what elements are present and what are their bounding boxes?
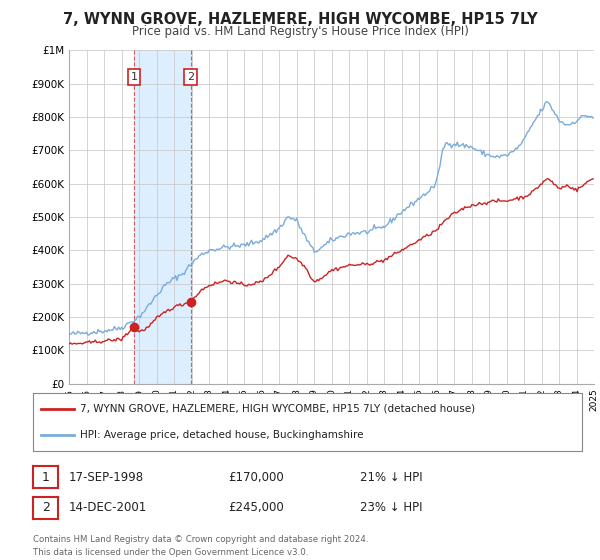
Text: 14-DEC-2001: 14-DEC-2001 (69, 501, 147, 515)
Text: Contains HM Land Registry data © Crown copyright and database right 2024.: Contains HM Land Registry data © Crown c… (33, 535, 368, 544)
Text: 1: 1 (130, 72, 137, 82)
Text: Price paid vs. HM Land Registry's House Price Index (HPI): Price paid vs. HM Land Registry's House … (131, 25, 469, 38)
Text: This data is licensed under the Open Government Licence v3.0.: This data is licensed under the Open Gov… (33, 548, 308, 557)
Text: 7, WYNN GROVE, HAZLEMERE, HIGH WYCOMBE, HP15 7LY: 7, WYNN GROVE, HAZLEMERE, HIGH WYCOMBE, … (62, 12, 538, 27)
Text: HPI: Average price, detached house, Buckinghamshire: HPI: Average price, detached house, Buck… (80, 430, 363, 440)
Text: 2: 2 (187, 72, 194, 82)
Text: £245,000: £245,000 (228, 501, 284, 515)
Text: 1: 1 (41, 470, 50, 484)
Bar (134, 50, 191, 384)
Text: 21% ↓ HPI: 21% ↓ HPI (360, 470, 422, 484)
Text: £170,000: £170,000 (228, 470, 284, 484)
Text: 2: 2 (41, 501, 50, 515)
Text: 7, WYNN GROVE, HAZLEMERE, HIGH WYCOMBE, HP15 7LY (detached house): 7, WYNN GROVE, HAZLEMERE, HIGH WYCOMBE, … (80, 404, 475, 414)
Text: 23% ↓ HPI: 23% ↓ HPI (360, 501, 422, 515)
Text: 17-SEP-1998: 17-SEP-1998 (69, 470, 144, 484)
